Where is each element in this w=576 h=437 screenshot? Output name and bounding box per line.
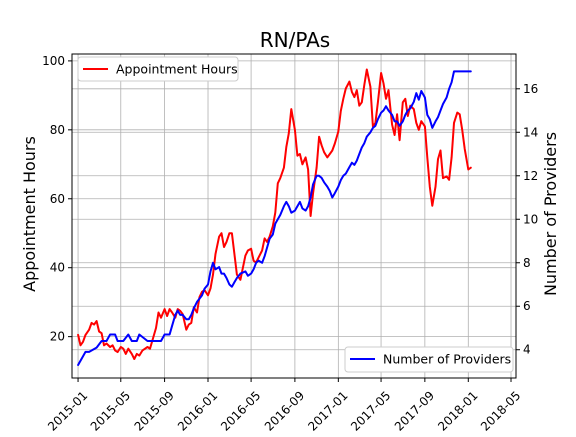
y-left-tick-label: 60 — [50, 192, 65, 206]
legend-box — [344, 346, 514, 373]
chart-title: RN/PAs — [260, 28, 330, 52]
y-axis-left-label: Appointment Hours — [20, 136, 39, 292]
legend-label-number-of-providers: Number of Providers — [383, 352, 511, 367]
series-layer — [77, 68, 472, 366]
y-right-tick-label: 6 — [523, 299, 531, 313]
y-right-tick-label: 16 — [523, 82, 538, 96]
y-right-tick-label: 4 — [523, 343, 531, 357]
plot-frame — [71, 53, 517, 379]
y-axis-right-label: Number of Providers — [541, 132, 560, 296]
y-right-tick-label: 14 — [523, 125, 538, 139]
legend-box — [77, 56, 239, 82]
y-left-tick-label: 100 — [42, 54, 65, 68]
number-of-providers-line — [77, 70, 472, 366]
legend-appointment-hours: Appointment Hours — [77, 56, 239, 82]
appointment-hours-line — [77, 68, 472, 360]
y-left-tick-label: 40 — [50, 261, 65, 275]
legend-label-appointment-hours: Appointment Hours — [116, 62, 238, 77]
y-right-tick-label: 8 — [523, 256, 531, 270]
legend-number-of-providers: Number of Providers — [344, 346, 514, 373]
y-left-tick-label: 20 — [50, 330, 65, 344]
y-right-tick-label: 12 — [523, 169, 538, 183]
y-left-tick-label: 80 — [50, 123, 65, 137]
y-right-tick-label: 10 — [523, 212, 538, 226]
